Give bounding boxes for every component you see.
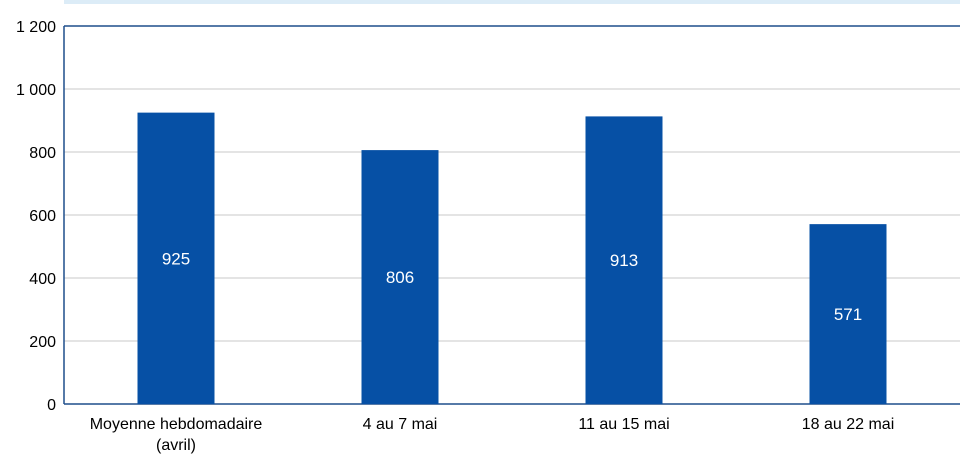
x-tick-label: (avril) bbox=[156, 437, 196, 454]
bar-value-label: 571 bbox=[834, 305, 862, 324]
bar-value-label: 806 bbox=[386, 268, 414, 287]
y-tick-label: 400 bbox=[29, 271, 56, 288]
y-tick-label: 600 bbox=[29, 208, 56, 225]
bar-value-label: 913 bbox=[610, 251, 638, 270]
bar bbox=[585, 116, 663, 404]
y-tick-label: 800 bbox=[29, 145, 56, 162]
bar bbox=[137, 112, 215, 404]
bar bbox=[361, 150, 439, 404]
data-labels: 925 806 913 571 bbox=[162, 249, 862, 324]
y-axis: 0 200 400 600 800 1 000 1 200 bbox=[16, 19, 56, 414]
x-axis: Moyenne hebdomadaire (avril) 4 au 7 mai 11 … bbox=[90, 416, 895, 454]
bar-value-label: 925 bbox=[162, 249, 190, 268]
y-tick-label: 1 200 bbox=[16, 19, 56, 36]
x-tick-label: Moyenne hebdomadaire bbox=[90, 416, 263, 433]
x-tick-label: 4 au 7 mai bbox=[363, 416, 438, 433]
bar bbox=[809, 224, 887, 404]
y-tick-label: 1 000 bbox=[16, 82, 56, 99]
bars bbox=[137, 112, 887, 404]
x-tick-label: 11 au 15 mai bbox=[578, 416, 669, 433]
x-tick-label: 18 au 22 mai bbox=[802, 416, 895, 433]
top-strip bbox=[64, 0, 960, 4]
y-tick-label: 200 bbox=[29, 334, 56, 351]
y-tick-label: 0 bbox=[47, 397, 56, 414]
